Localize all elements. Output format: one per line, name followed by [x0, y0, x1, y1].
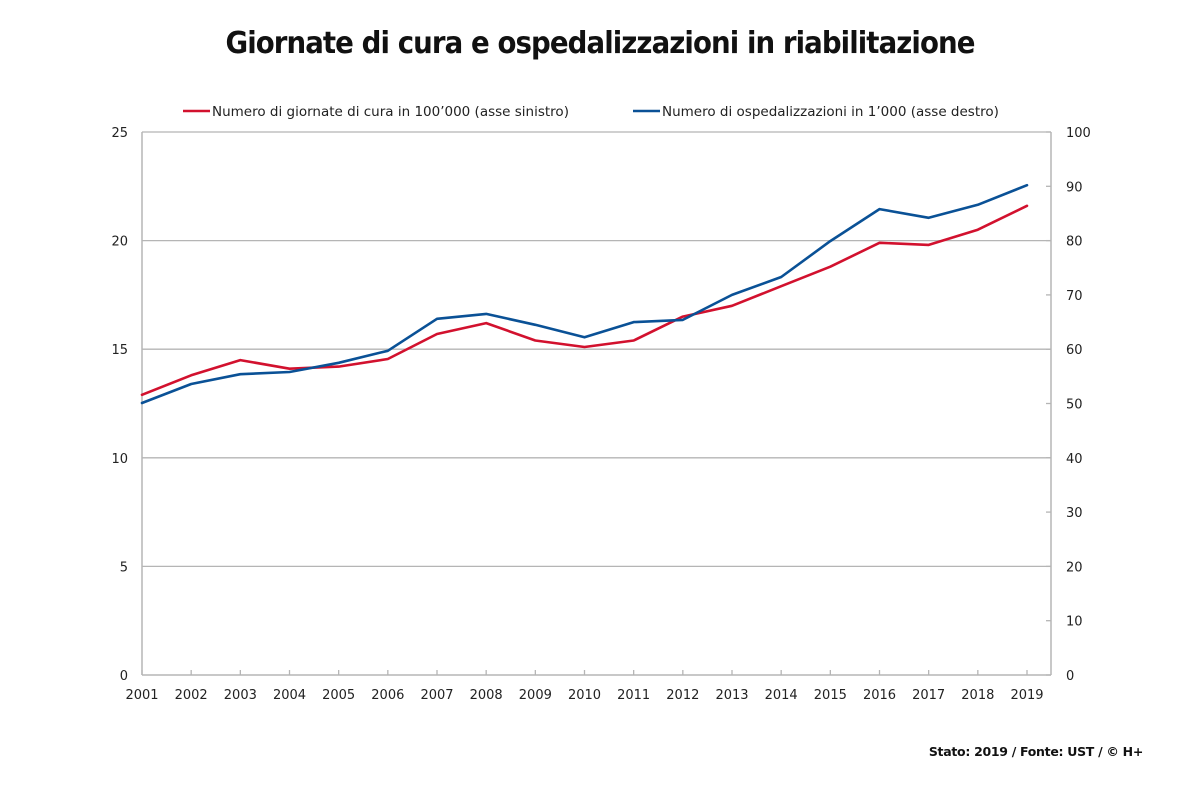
right-axis-tick-label: 50 — [1066, 398, 1083, 413]
right-axis-tick-label: 70 — [1066, 289, 1083, 304]
x-axis-tick-label: 2008 — [470, 688, 503, 703]
right-axis-ticks: 0 10 20 30 40 50 60 70 80 90 100 — [1046, 126, 1091, 684]
x-axis-tick-label: 2014 — [765, 688, 798, 703]
source-note: Stato: 2019 / Fonte: UST / © H+ — [928, 744, 1143, 759]
right-axis-tick-label: 10 — [1066, 615, 1083, 630]
x-axis-tick-label: 2005 — [322, 688, 355, 703]
right-axis-tick-label: 30 — [1066, 506, 1083, 521]
legend-item: Numero di giornate di cura in 100’000 (a… — [183, 104, 569, 120]
x-axis-ticks: 2001 2002 2003 2004 2005 2006 2007 2008 2009 2010… — [125, 670, 1044, 703]
left-axis-tick-label: 25 — [111, 126, 128, 141]
x-axis-tick-label: 2018 — [961, 688, 994, 703]
x-axis-tick-label: 2009 — [519, 688, 552, 703]
left-axis-tick-label: 15 — [111, 343, 128, 358]
right-axis-tick-label: 0 — [1066, 669, 1074, 684]
legend-label: Numero di giornate di cura in 100’000 (a… — [212, 104, 569, 120]
x-axis-tick-label: 2013 — [715, 688, 748, 703]
series-line-2 — [140, 183, 1029, 405]
gridlines — [142, 131, 1051, 568]
x-axis-tick-label: 2012 — [666, 688, 699, 703]
x-axis-tick-label: 2019 — [1010, 688, 1043, 703]
right-axis-tick-label: 60 — [1066, 343, 1083, 358]
right-axis-tick-label: 80 — [1066, 235, 1083, 250]
left-axis-ticks: 0 5 10 15 20 25 — [111, 126, 128, 684]
x-axis-tick-label: 2015 — [814, 688, 847, 703]
x-axis-tick-label: 2007 — [420, 688, 453, 703]
x-axis-tick-label: 2010 — [568, 688, 601, 703]
axes — [141, 132, 1052, 676]
legend-label: Numero di ospedalizzazioni in 1’000 (ass… — [662, 104, 999, 120]
left-axis-tick-label: 20 — [111, 235, 128, 250]
left-axis-tick-label: 10 — [111, 452, 128, 467]
right-axis-tick-label: 40 — [1066, 452, 1083, 467]
legend-item: Numero di ospedalizzazioni in 1’000 (ass… — [633, 104, 999, 120]
right-axis-tick-label: 90 — [1066, 180, 1083, 195]
right-axis-tick-label: 100 — [1066, 126, 1091, 141]
x-axis-tick-label: 2017 — [912, 688, 945, 703]
left-axis-tick-label: 0 — [120, 669, 128, 684]
x-axis-tick-label: 2011 — [617, 688, 650, 703]
x-axis-tick-label: 2003 — [224, 688, 257, 703]
x-axis-tick-label: 2004 — [273, 688, 306, 703]
chart-title: Giornate di cura e ospedalizzazioni in r… — [225, 26, 975, 61]
x-axis-tick-label: 2016 — [863, 688, 896, 703]
right-axis-tick-label: 20 — [1066, 560, 1083, 575]
x-axis-tick-label: 2002 — [175, 688, 208, 703]
series-line-1 — [140, 204, 1029, 397]
x-axis-tick-label: 2006 — [371, 688, 404, 703]
legend: Numero di giornate di cura in 100’000 (a… — [183, 104, 999, 120]
x-axis-tick-label: 2001 — [125, 688, 158, 703]
series-lines — [140, 183, 1029, 405]
left-axis-tick-label: 5 — [120, 560, 128, 575]
